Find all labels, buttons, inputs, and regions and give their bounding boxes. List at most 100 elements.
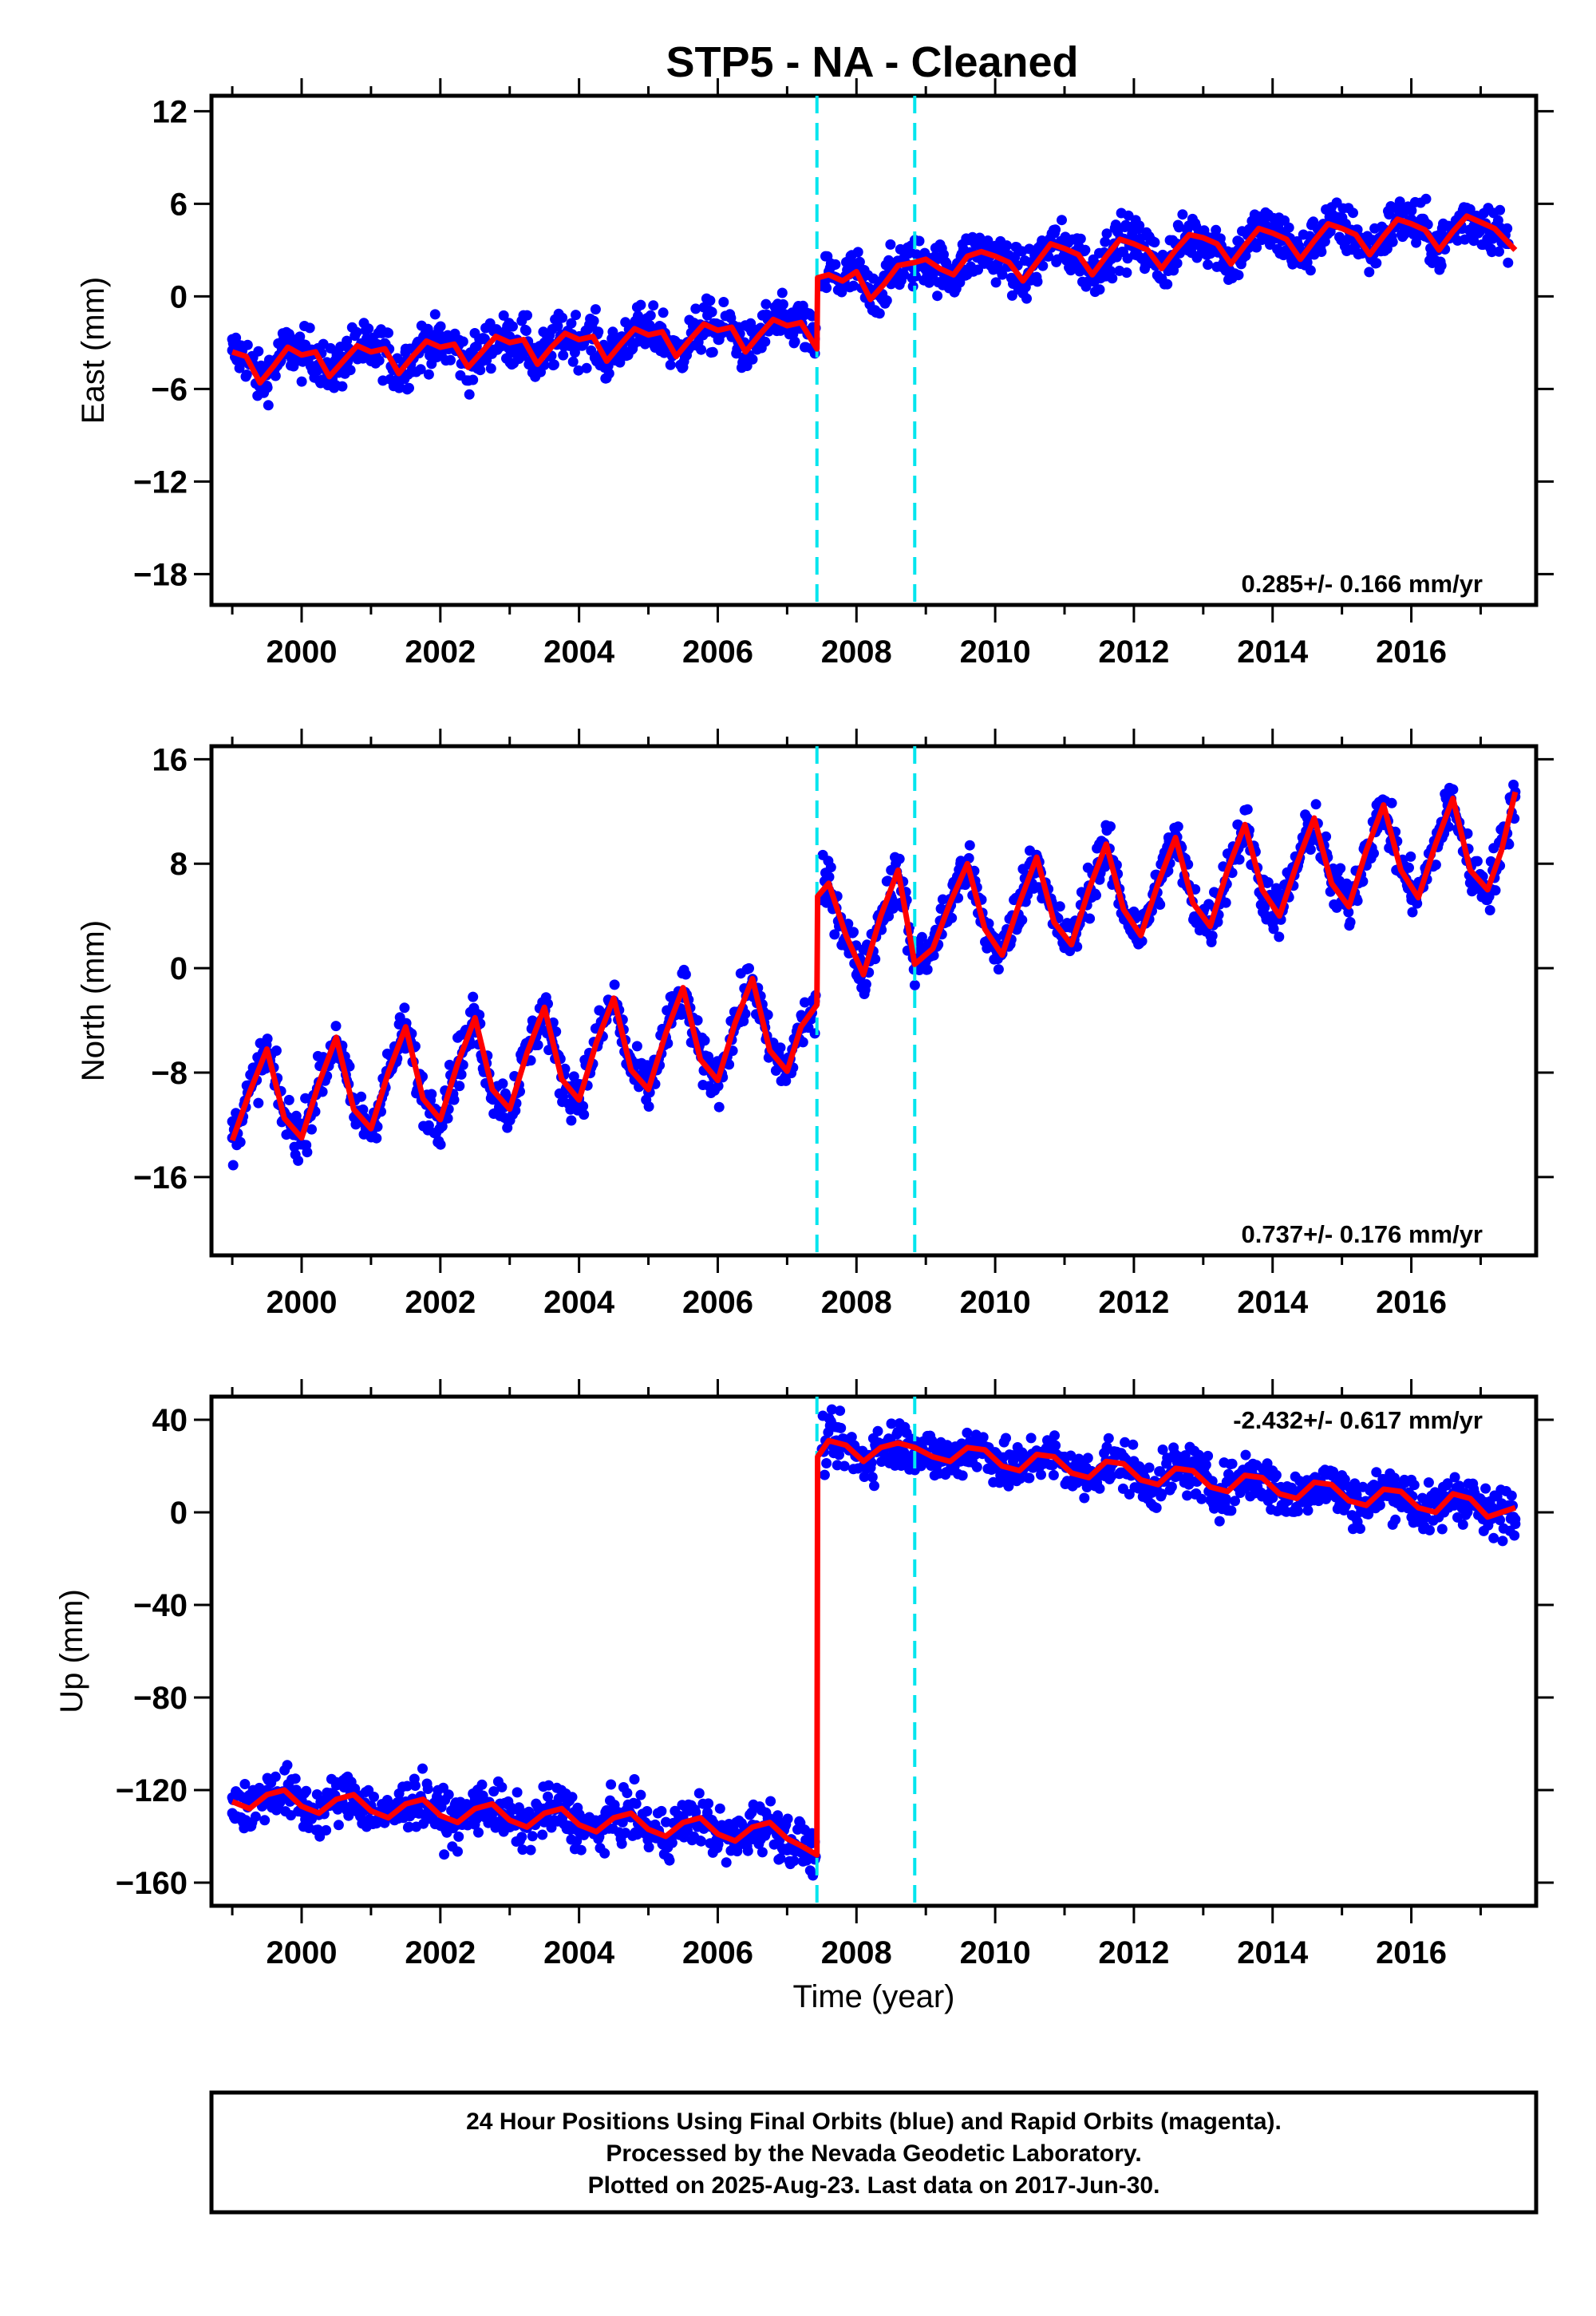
east-point bbox=[874, 308, 885, 319]
east-point bbox=[1121, 267, 1132, 279]
up-ytick-label: −160 bbox=[116, 1866, 188, 1901]
east-point bbox=[1503, 257, 1514, 268]
north-point bbox=[825, 862, 836, 873]
north-point bbox=[1343, 907, 1354, 918]
figure-title: STP5 - NA - Cleaned bbox=[666, 38, 1078, 86]
north-point bbox=[435, 1139, 446, 1150]
up-point bbox=[1166, 1481, 1177, 1492]
north-point bbox=[1405, 851, 1416, 862]
east-point bbox=[520, 326, 531, 336]
up-point bbox=[1106, 1471, 1117, 1481]
north-point bbox=[271, 1045, 282, 1056]
up-xtick-label: 2006 bbox=[682, 1935, 753, 1970]
up-point bbox=[693, 1788, 705, 1799]
north-point bbox=[1407, 907, 1418, 918]
north-point bbox=[870, 954, 881, 965]
north-point bbox=[894, 853, 905, 864]
north-point bbox=[993, 964, 1004, 975]
east-point bbox=[1436, 260, 1447, 271]
up-point bbox=[571, 1836, 583, 1847]
up-points bbox=[227, 1404, 1521, 1881]
up-point bbox=[664, 1855, 675, 1866]
up-point bbox=[1468, 1484, 1479, 1495]
east-point bbox=[1305, 265, 1316, 276]
east-point bbox=[603, 368, 614, 379]
up-point bbox=[872, 1425, 883, 1437]
east-point bbox=[404, 382, 414, 393]
north-xtick-label: 2000 bbox=[266, 1285, 337, 1320]
footer-line-1: 24 Hour Positions Using Final Orbits (bl… bbox=[466, 2109, 1282, 2135]
up-point bbox=[409, 1780, 421, 1791]
east-point bbox=[1203, 259, 1214, 271]
north-point bbox=[886, 864, 897, 875]
up-point bbox=[517, 1844, 528, 1856]
east-point bbox=[1308, 216, 1319, 227]
east-point bbox=[747, 354, 758, 365]
north-point bbox=[946, 912, 958, 923]
east-point bbox=[1495, 204, 1506, 215]
east-point bbox=[508, 321, 518, 332]
east-point bbox=[263, 400, 274, 411]
up-point bbox=[775, 1853, 786, 1864]
north-point bbox=[1484, 905, 1495, 915]
up-ytick-label: −120 bbox=[116, 1773, 188, 1808]
east-point bbox=[1057, 215, 1067, 226]
east-point bbox=[423, 369, 434, 380]
east-point bbox=[821, 283, 832, 294]
north-ylabel: North (mm) bbox=[76, 920, 111, 1081]
east-point bbox=[696, 344, 707, 355]
up-ylabel: Up (mm) bbox=[54, 1589, 89, 1713]
up-point bbox=[1196, 1493, 1207, 1504]
up-point bbox=[1510, 1519, 1521, 1529]
up-rate-label: -2.432+/- 0.617 mm/yr bbox=[1233, 1406, 1483, 1434]
north-point bbox=[883, 911, 895, 922]
north-point bbox=[1091, 890, 1101, 901]
north-point bbox=[724, 1059, 735, 1070]
up-point bbox=[1179, 1450, 1191, 1461]
up-ytick-label: 0 bbox=[170, 1496, 188, 1531]
footer-line-3: Plotted on 2025-Aug-23. Last data on 201… bbox=[588, 2172, 1160, 2199]
east-point bbox=[1050, 224, 1061, 235]
north-point bbox=[860, 978, 871, 990]
north-point bbox=[797, 1037, 808, 1048]
up-point bbox=[1462, 1507, 1473, 1518]
up-point bbox=[1015, 1473, 1026, 1484]
east-point bbox=[1211, 224, 1222, 235]
up-point bbox=[1124, 1488, 1135, 1500]
north-point bbox=[300, 1093, 311, 1104]
east-point bbox=[571, 310, 581, 321]
east-point bbox=[345, 365, 356, 376]
up-point bbox=[836, 1422, 847, 1433]
up-point bbox=[404, 1821, 414, 1832]
up-point bbox=[1120, 1437, 1131, 1448]
up-point bbox=[290, 1784, 302, 1796]
up-point bbox=[886, 1418, 897, 1429]
east-plot-frame bbox=[209, 93, 1539, 607]
footer-line-2: Processed by the Nevada Geodetic Laborat… bbox=[606, 2140, 1141, 2167]
up-point bbox=[1156, 1488, 1167, 1500]
up-point bbox=[846, 1432, 857, 1443]
north-point bbox=[1302, 812, 1313, 824]
north-point bbox=[227, 1160, 239, 1171]
up-point bbox=[1480, 1483, 1491, 1494]
north-point bbox=[1207, 931, 1218, 941]
up-point bbox=[622, 1788, 633, 1799]
north-point bbox=[1352, 895, 1363, 907]
east-point bbox=[927, 269, 938, 280]
east-point bbox=[552, 321, 563, 332]
north-point bbox=[1345, 917, 1356, 927]
up-plot-frame bbox=[209, 1394, 1539, 1908]
up-point bbox=[330, 1780, 342, 1791]
east-xtick-label: 2012 bbox=[1098, 634, 1169, 670]
up-point bbox=[239, 1779, 251, 1789]
east-point bbox=[548, 359, 559, 370]
north-point bbox=[1440, 792, 1452, 804]
up-point bbox=[452, 1846, 463, 1857]
up-point bbox=[1337, 1470, 1348, 1481]
east-point bbox=[648, 300, 659, 311]
up-point bbox=[1151, 1502, 1162, 1513]
east-xtick-label: 2006 bbox=[682, 634, 753, 670]
east-point bbox=[296, 376, 307, 387]
north-point bbox=[426, 1089, 437, 1100]
up-point bbox=[453, 1831, 464, 1842]
